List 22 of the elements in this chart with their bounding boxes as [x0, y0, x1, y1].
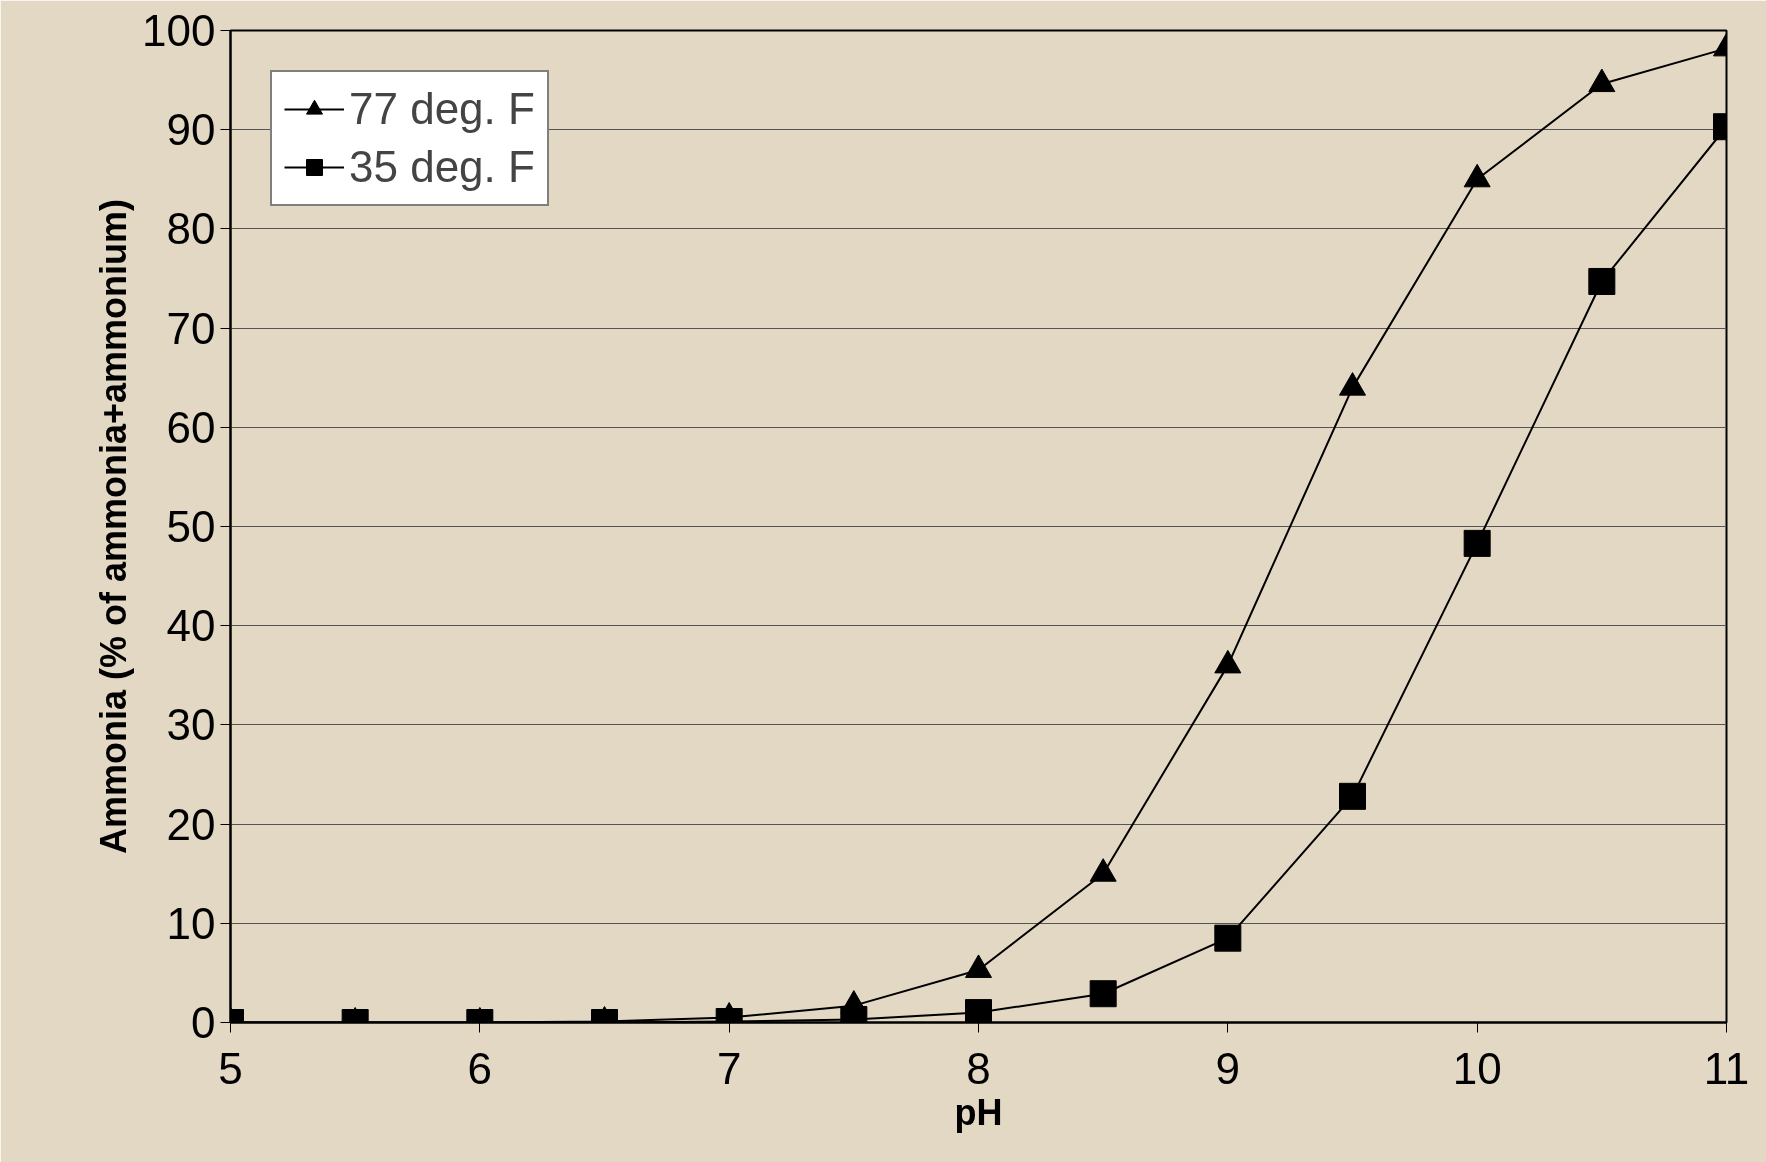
x-tick-label: 7 [716, 1043, 742, 1093]
legend-label: 77 deg. F [349, 84, 535, 134]
y-tick-label: 80 [166, 204, 216, 254]
x-tick-label: 5 [218, 1043, 243, 1093]
y-tick-label: 20 [166, 799, 216, 849]
x-tick-label: 8 [966, 1043, 991, 1093]
y-tick-label: 70 [166, 303, 216, 353]
y-tick-label: 40 [166, 601, 216, 651]
y-axis-title: Ammonia (% of ammonia+ammonium) [93, 198, 135, 855]
y-tick-label: 30 [166, 700, 216, 750]
x-tick-label: 11 [1703, 1043, 1750, 1093]
y-tick-label: 10 [166, 898, 216, 948]
y-tick-label: 50 [166, 502, 216, 551]
x-tick-label: 9 [1215, 1043, 1241, 1093]
y-tick-label: 90 [166, 105, 216, 155]
x-tick-label: 6 [467, 1043, 493, 1093]
legend-label: 35 deg. F [349, 142, 535, 192]
x-axis-title: pH [954, 1091, 1003, 1133]
x-tick-label: 10 [1452, 1043, 1502, 1093]
y-tick-label: 60 [166, 402, 216, 452]
y-tick-label: 0 [191, 998, 216, 1047]
y-tick-label: 100 [142, 6, 216, 55]
